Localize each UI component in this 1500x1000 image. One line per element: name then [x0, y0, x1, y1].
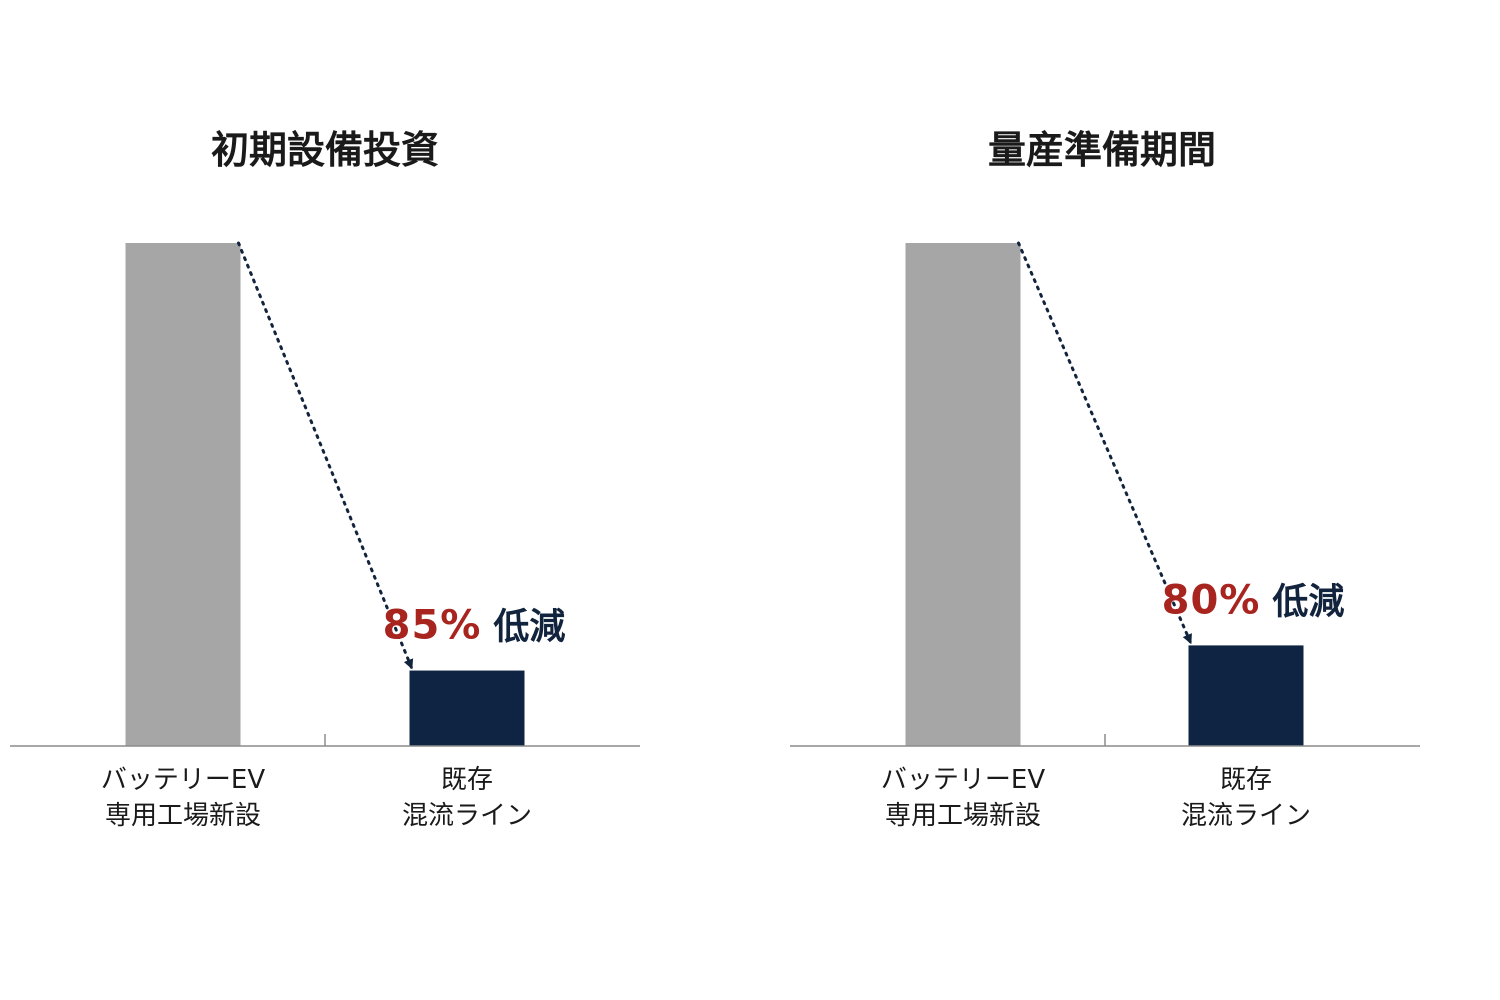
bar-2 [409, 670, 525, 746]
tick-label-1: バッテリーEV 専用工場新設 [881, 765, 1045, 831]
reduction-arrow [1017, 241, 1192, 645]
reduction-text: 低減 [1272, 581, 1344, 622]
chart-title: 量産準備期間 [988, 128, 1216, 172]
bar-1 [905, 243, 1021, 746]
bar-2 [1188, 645, 1304, 746]
chart-title: 初期設備投資 [211, 128, 439, 172]
tick-label-1: バッテリーEV 専用工場新設 [101, 765, 265, 831]
reduction-label: 85% 低減 [383, 603, 566, 649]
tick-label-2: 既存混流ライン [402, 765, 532, 831]
reduction-text: 低減 [493, 607, 565, 648]
reduction-percent: 80% [1162, 577, 1261, 623]
tick-label-2: 既存混流ライン [1181, 765, 1311, 831]
reduction-percent: 85% [383, 603, 482, 649]
bar-1 [125, 243, 241, 746]
reduction-label: 80% 低減 [1162, 577, 1345, 623]
